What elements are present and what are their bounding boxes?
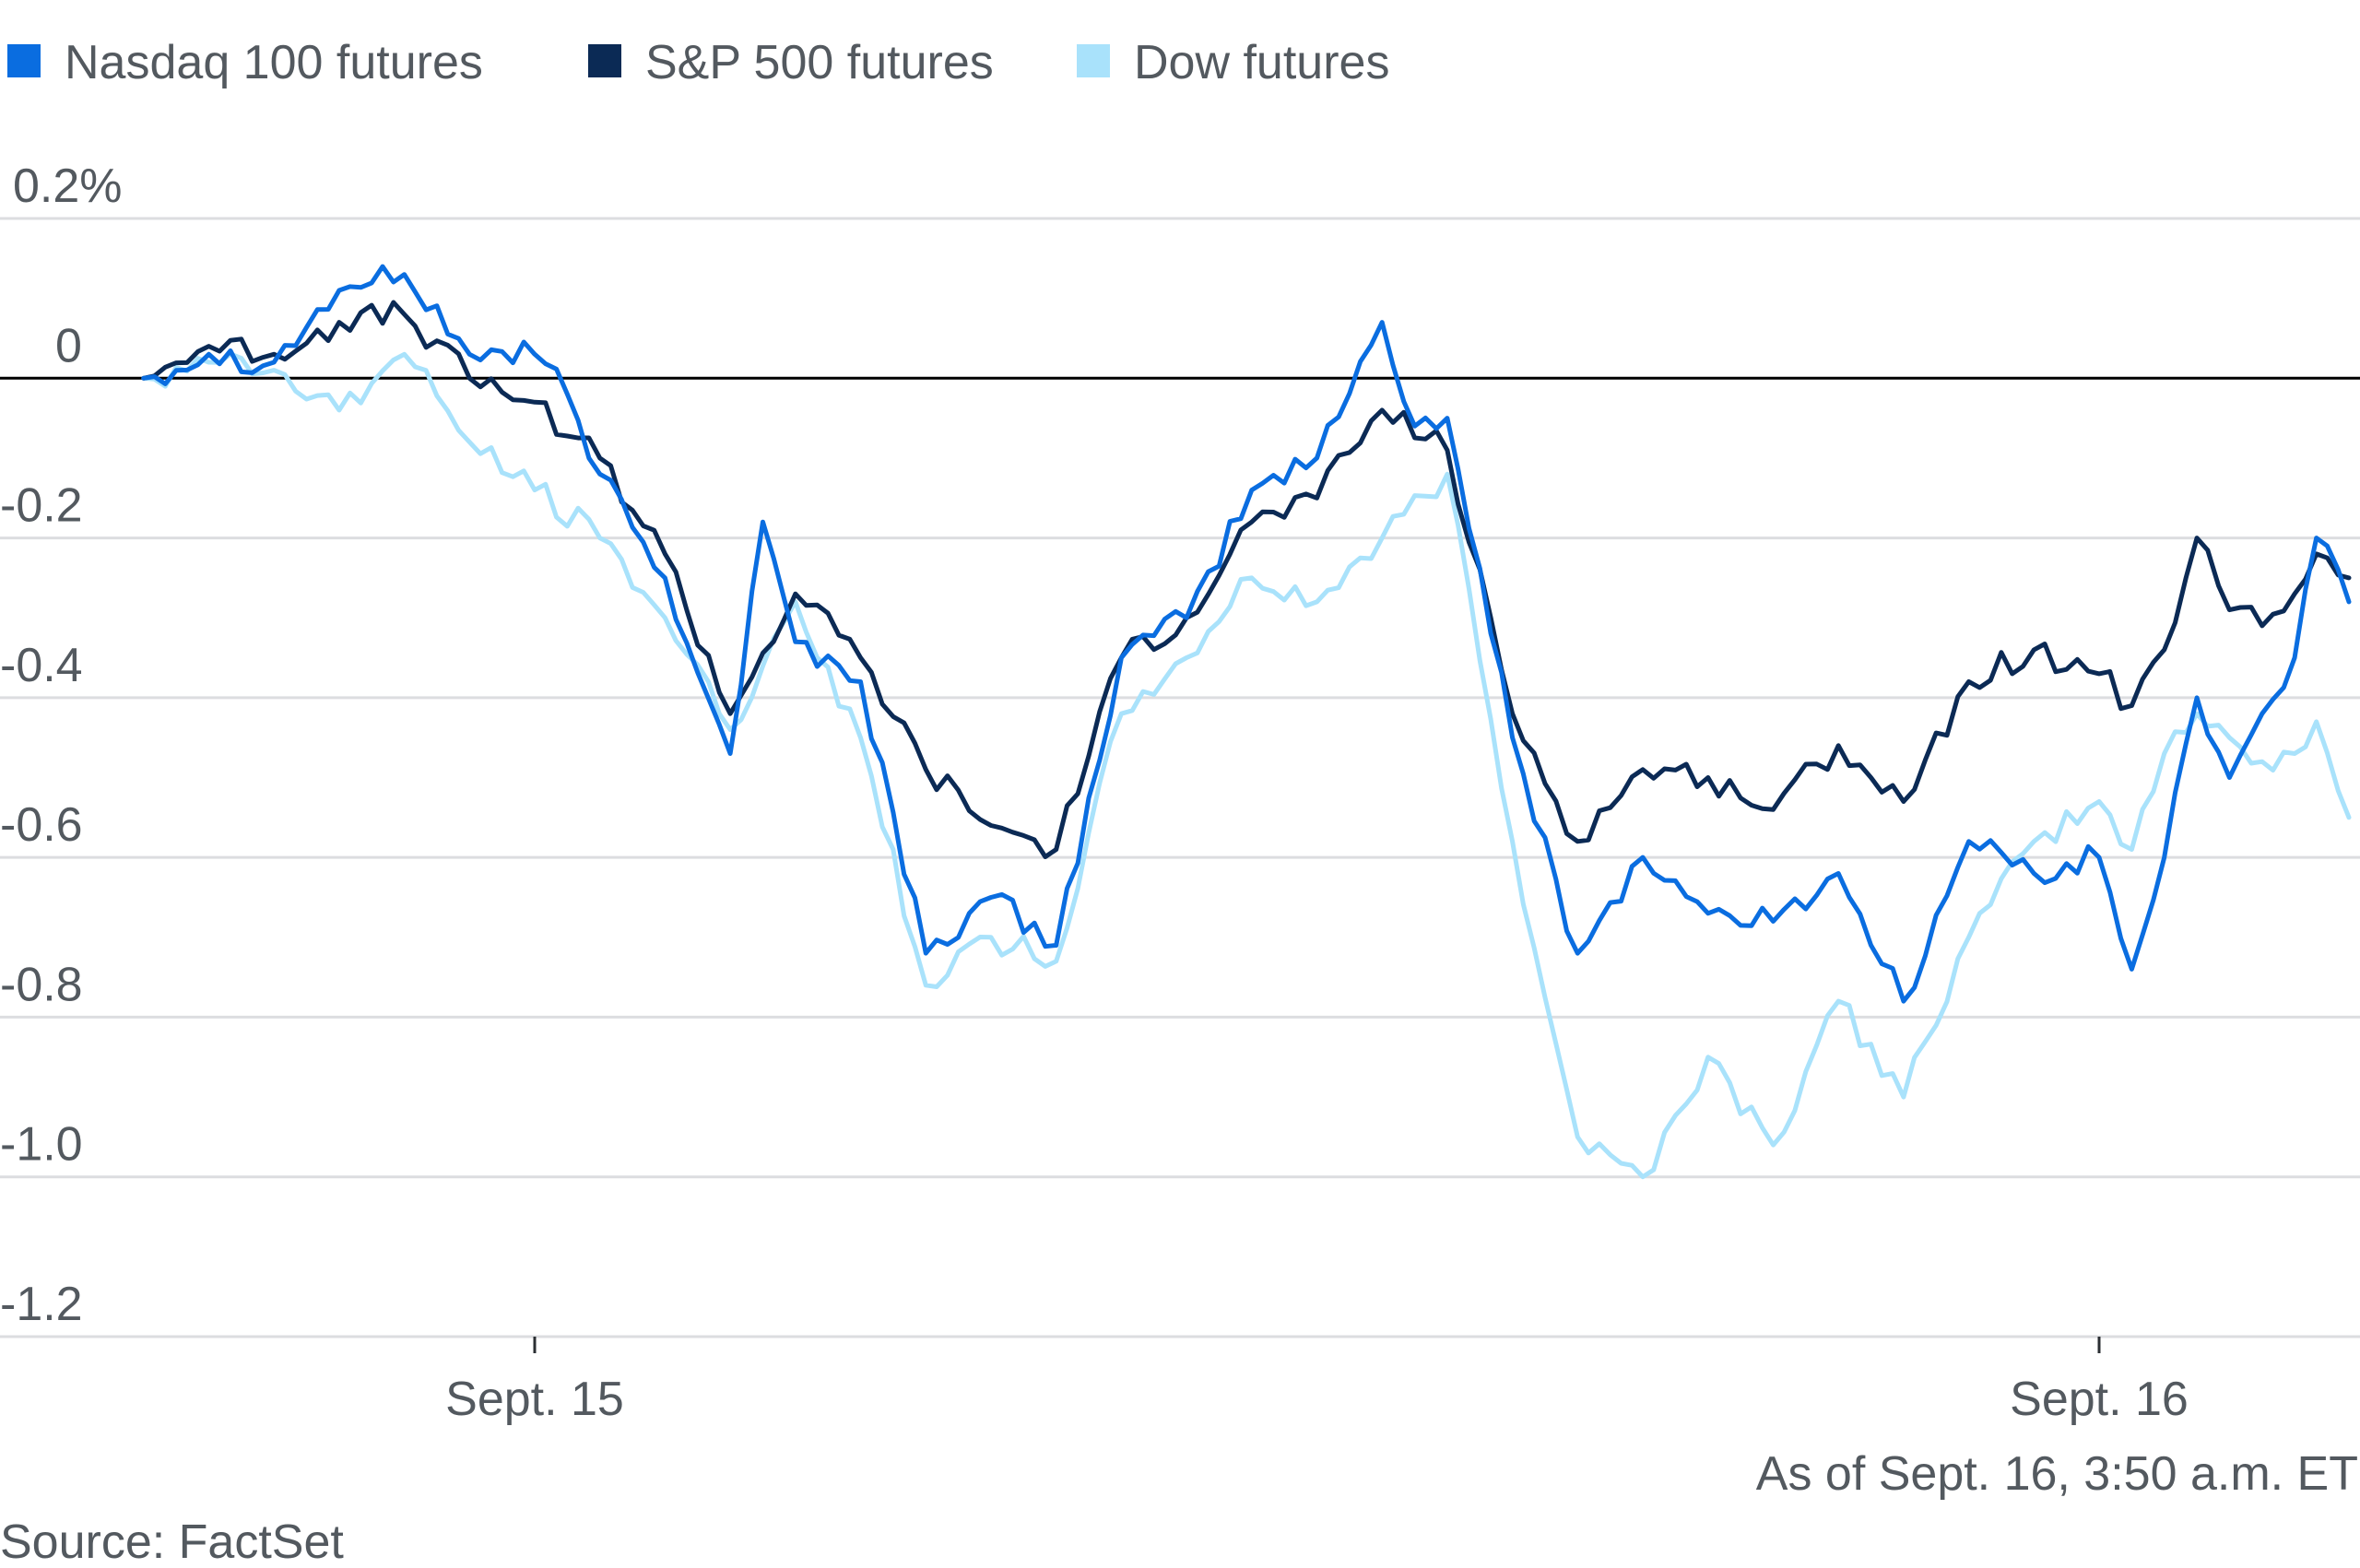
as-of-note: As of Sept. 16, 3:50 a.m. ET <box>1756 1447 2358 1501</box>
y-tick-label: -0.4 <box>0 639 83 692</box>
series-line <box>141 351 2352 1180</box>
y-tick-label: -0.6 <box>0 798 83 852</box>
x-tick-label: Sept. 16 <box>2010 1373 2189 1426</box>
legend-swatch <box>588 44 621 77</box>
legend-swatch <box>7 44 41 77</box>
y-gridlines <box>0 217 2360 1338</box>
y-tick-label: 0 <box>55 319 82 372</box>
y-axis-tick-labels: 0.2% 0 -0.2 -0.4 -0.6 -0.8 -1.0 -1.2 <box>0 159 123 1331</box>
y-tick-label: -1.0 <box>0 1118 83 1172</box>
x-tick-label: Sept. 15 <box>445 1373 624 1426</box>
y-tick-label: -0.2 <box>0 479 83 533</box>
legend-item: Dow futures <box>1077 36 1389 89</box>
legend-label: Nasdaq 100 futures <box>65 36 483 89</box>
series-line <box>141 300 2352 859</box>
legend-item: S&P 500 futures <box>588 36 994 89</box>
source-note: Source: FactSet <box>0 1515 344 1568</box>
series-line <box>141 264 2352 1004</box>
x-axis: Sept. 15 Sept. 16 <box>0 1335 2360 1426</box>
y-tick-label: -1.2 <box>0 1278 83 1331</box>
y-tick-label: 0.2% <box>13 159 123 213</box>
chart-legend: Nasdaq 100 futures S&P 500 futures Dow fut… <box>7 36 1389 89</box>
legend-swatch <box>1077 44 1110 77</box>
legend-item: Nasdaq 100 futures <box>7 36 483 89</box>
y-tick-label: -0.8 <box>0 958 83 1011</box>
series-lines <box>141 264 2352 1180</box>
legend-label: Dow futures <box>1134 36 1389 89</box>
legend-label: S&P 500 futures <box>645 36 994 89</box>
